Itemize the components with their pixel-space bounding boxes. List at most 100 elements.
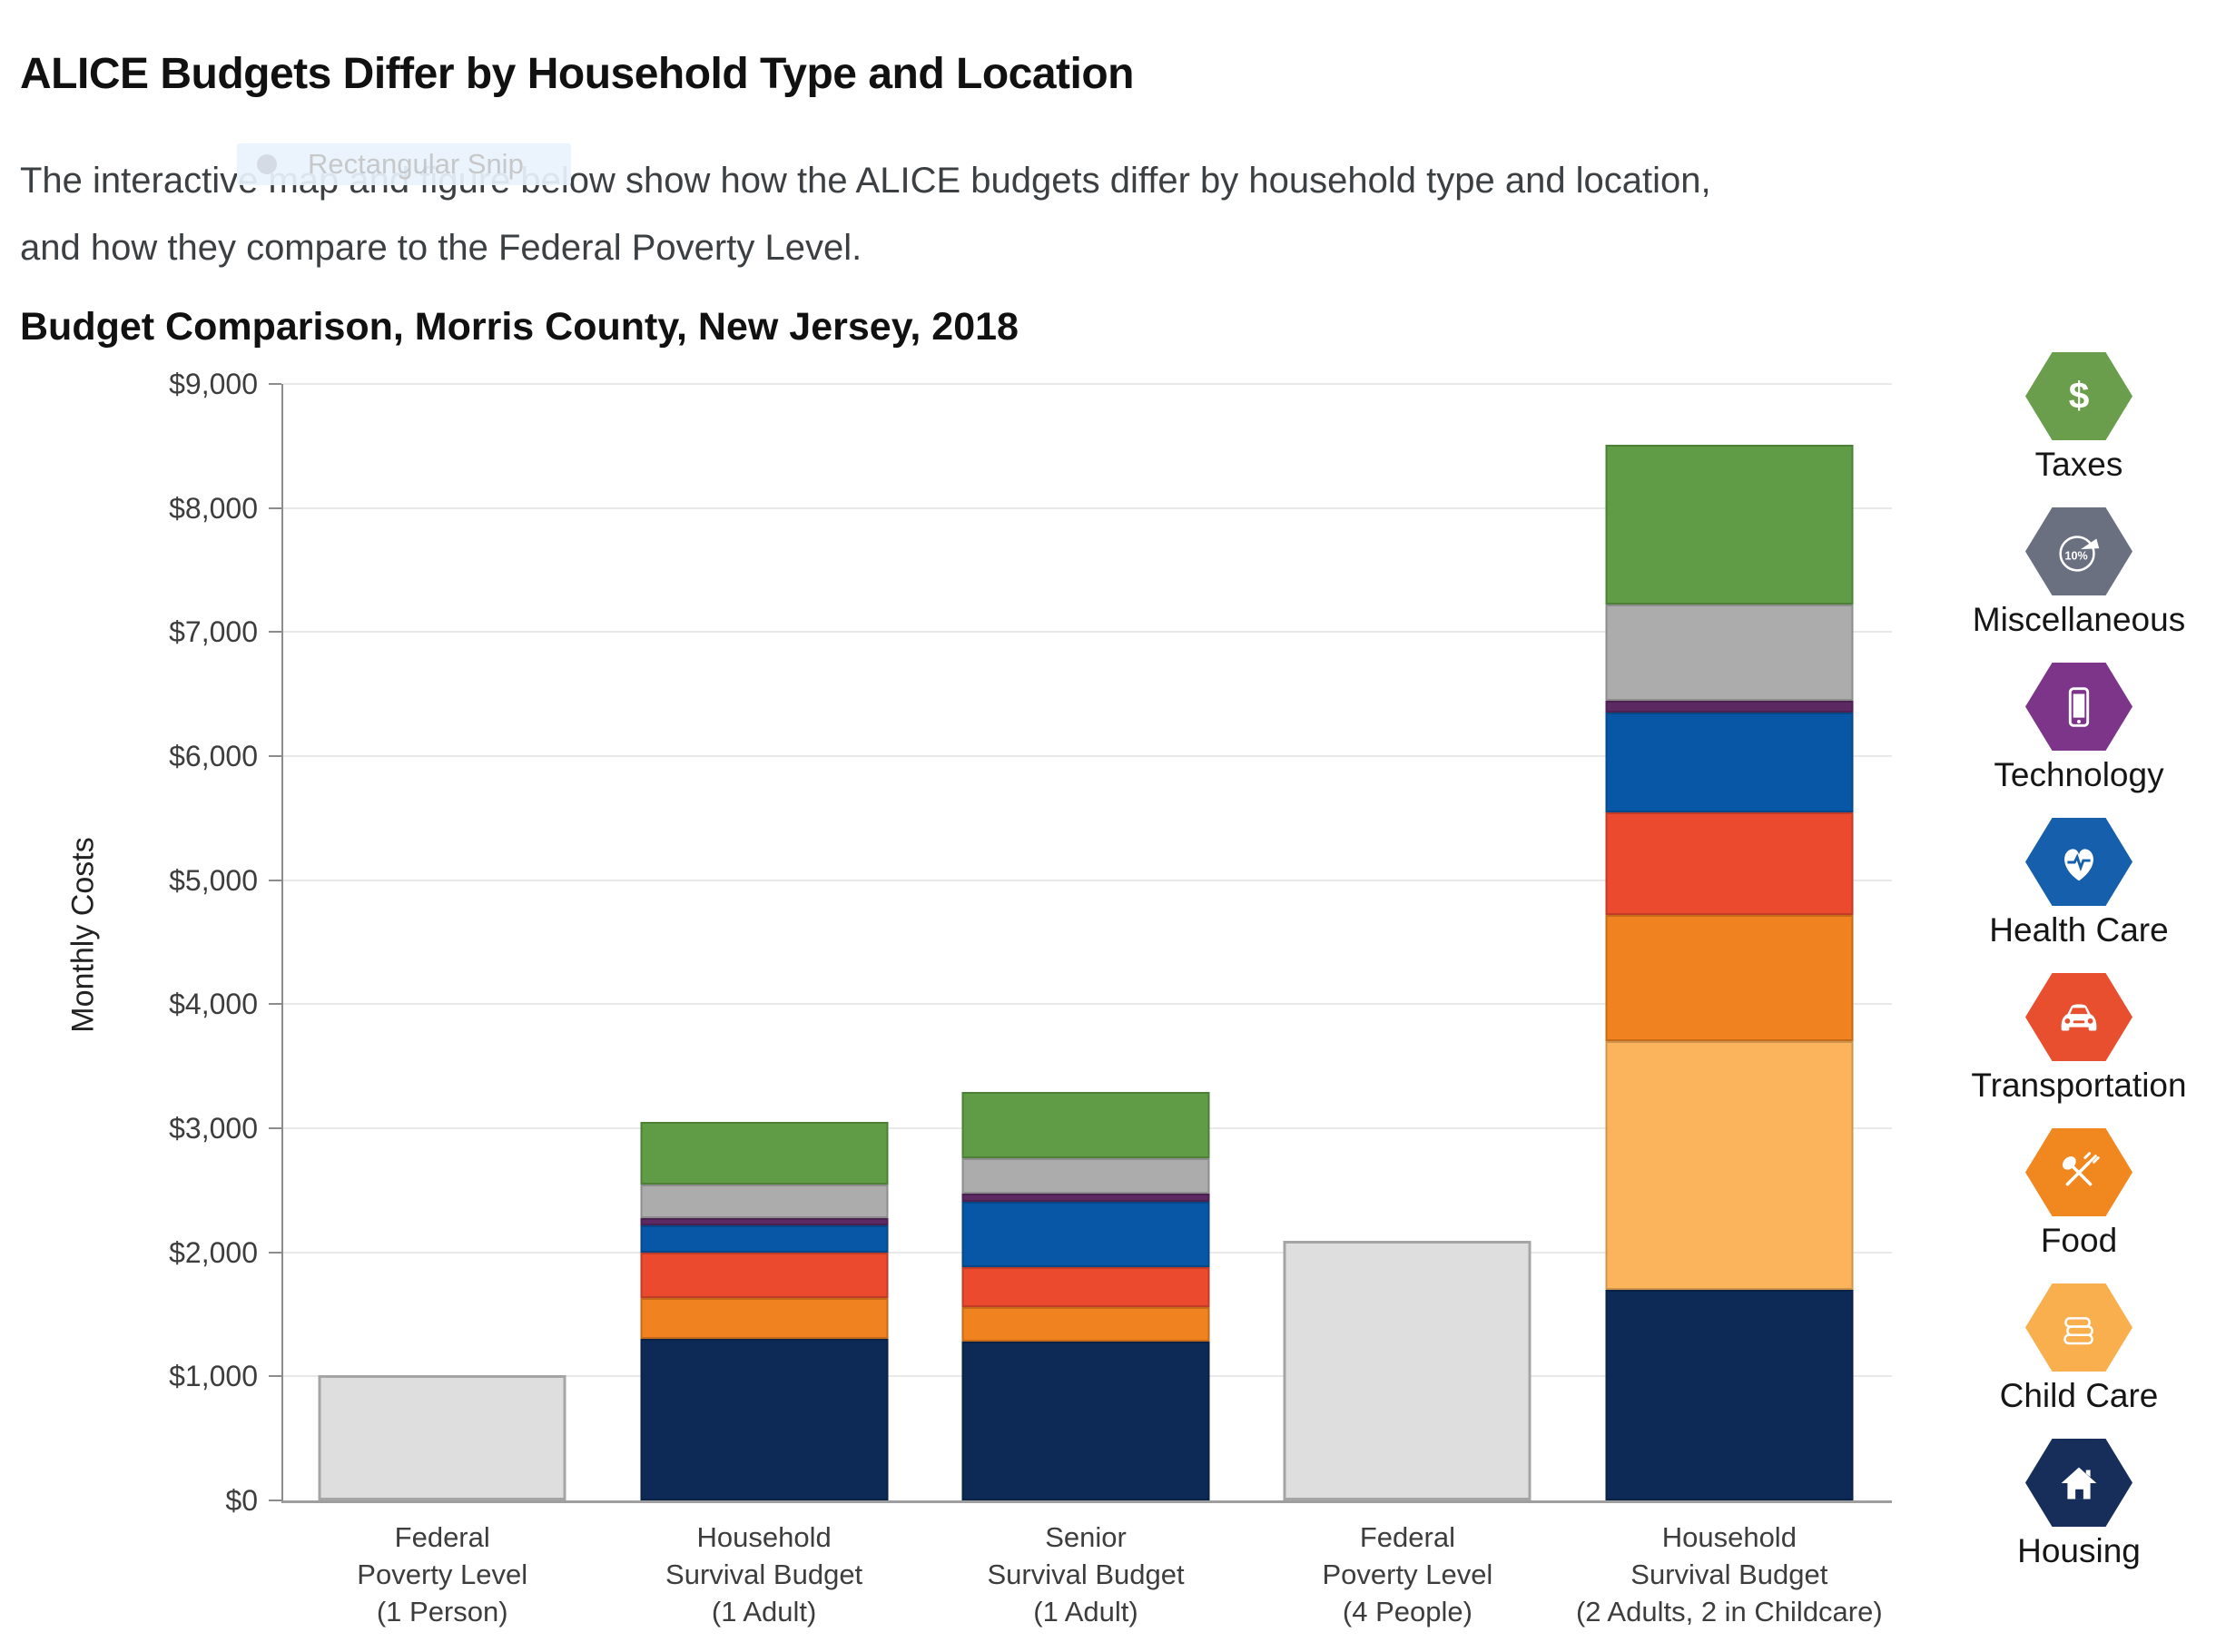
bar-stack[interactable] <box>640 1121 889 1500</box>
legend-label: Miscellaneous <box>1972 601 2186 638</box>
legend-item-taxes[interactable]: $ Taxes <box>2025 352 2132 484</box>
heart-pulse-icon <box>2025 818 2132 906</box>
y-tick-mark <box>269 1500 281 1501</box>
svg-text:10%: 10% <box>2064 549 2087 562</box>
segment-transportation[interactable] <box>1605 811 1854 915</box>
bar-stack[interactable] <box>1283 1241 1532 1500</box>
house-icon <box>2024 1439 2132 1527</box>
legend-item-miscellaneous[interactable]: 10% Miscellaneous <box>1973 507 2185 639</box>
legend-item-health-care[interactable]: Health Care <box>1989 818 2169 949</box>
segment-miscellaneous[interactable] <box>1605 605 1854 701</box>
segment-technology[interactable] <box>1605 700 1854 713</box>
segment-housing[interactable] <box>961 1342 1210 1500</box>
y-tick-mark <box>269 1127 281 1129</box>
chart-title: Budget Comparison, Morris County, New Je… <box>20 304 1019 349</box>
y-tick-label: $1,000 <box>169 1360 258 1393</box>
segment-fpl[interactable] <box>1283 1241 1532 1500</box>
snip-dot-icon <box>257 154 277 174</box>
segment-transportation[interactable] <box>640 1252 889 1299</box>
y-tick-mark <box>269 755 281 757</box>
taxes-icon: $ <box>2025 352 2132 440</box>
legend-item-transportation[interactable]: Transportation <box>1971 973 2187 1105</box>
legend-label: Child Care <box>1999 1377 2159 1414</box>
segment-housing[interactable] <box>640 1339 889 1500</box>
gridline <box>283 1003 1892 1006</box>
segment-taxes[interactable] <box>640 1121 889 1185</box>
segment-food[interactable] <box>640 1298 889 1340</box>
chart-legend: $ Taxes 10% Miscellaneous Technology <box>1952 352 2206 1594</box>
bar-column: Household Survival Budget (2 Adults, 2 in … <box>1569 384 1890 1627</box>
segment-miscellaneous[interactable] <box>961 1157 1210 1195</box>
segment-childcare[interactable] <box>1605 1041 1854 1290</box>
bar-columns: Federal Poverty Level (1 Person) Household S… <box>281 384 1890 1627</box>
segment-miscellaneous[interactable] <box>640 1185 889 1219</box>
y-tick-label: $5,000 <box>169 863 258 897</box>
segment-healthcare[interactable] <box>1605 713 1854 812</box>
x-axis-label: Household Survival Budget (2 Adults, 2 in … <box>1575 1521 1883 1627</box>
smartphone-icon <box>2025 663 2132 751</box>
y-tick-mark <box>269 879 281 881</box>
bar-column: Federal Poverty Level (1 Person) <box>281 384 603 1627</box>
legend-item-child-care[interactable]: Child Care <box>1999 1283 2159 1415</box>
y-tick-mark <box>269 1375 281 1378</box>
segment-transportation[interactable] <box>961 1267 1210 1307</box>
bar-stack[interactable] <box>961 1092 1210 1500</box>
snip-tooltip-label: Rectangular Snip <box>308 148 524 180</box>
segment-food[interactable] <box>1605 914 1854 1042</box>
legend-label: Technology <box>1994 756 2164 793</box>
legend-item-food[interactable]: Food <box>2025 1128 2132 1260</box>
bar-stack[interactable] <box>318 1374 566 1500</box>
segment-healthcare[interactable] <box>640 1224 889 1253</box>
y-tick-label: $6,000 <box>169 740 258 772</box>
y-axis-tick-labels: $0 $1,000 $2,000 $3,000 $4,000 $5,000 $6,000 $7… <box>0 368 258 1517</box>
page-subtitle: The interactive map and figure below sho… <box>20 147 1711 281</box>
spoon-fork-icon <box>2025 1128 2132 1216</box>
books-stack-icon <box>2024 1283 2132 1372</box>
y-tick-mark <box>269 506 281 509</box>
y-tick-mark <box>269 1003 281 1006</box>
y-tick-label: $0 <box>225 1484 258 1517</box>
legend-label: Housing <box>2017 1532 2141 1569</box>
y-tick-label: $3,000 <box>169 1112 258 1145</box>
segment-healthcare[interactable] <box>961 1201 1210 1268</box>
legend-label: Transportation <box>1971 1067 2187 1104</box>
legend-label: Health Care <box>1989 911 2169 949</box>
gridline <box>283 506 1892 509</box>
y-tick-label: $9,000 <box>169 368 258 400</box>
segment-technology[interactable] <box>640 1218 889 1225</box>
segment-fpl[interactable] <box>318 1374 566 1500</box>
legend-label: Food <box>2040 1222 2118 1259</box>
bar-column: Senior Survival Budget (1 Adult) <box>925 384 1246 1627</box>
legend-item-technology[interactable]: Technology <box>1994 663 2164 794</box>
y-tick-mark <box>269 631 281 634</box>
page-title: ALICE Budgets Differ by Household Type a… <box>20 50 1135 99</box>
y-tick-mark <box>269 383 281 385</box>
y-tick-label: $2,000 <box>169 1235 258 1269</box>
segment-technology[interactable] <box>961 1194 1210 1202</box>
svg-text:$: $ <box>2069 374 2090 416</box>
gridline <box>283 879 1892 881</box>
car-icon <box>2024 973 2132 1061</box>
gridline <box>283 383 1892 385</box>
y-tick-label: $7,000 <box>169 615 258 649</box>
x-axis-label: Federal Poverty Level (4 People) <box>1322 1521 1493 1627</box>
segment-housing[interactable] <box>1605 1289 1854 1500</box>
pie-chart-icon: 10% <box>2024 507 2132 595</box>
segment-food[interactable] <box>961 1306 1210 1342</box>
segment-taxes[interactable] <box>1605 445 1854 605</box>
gridline <box>283 631 1892 634</box>
bar-stack[interactable] <box>1605 445 1854 1500</box>
rectangular-snip-tooltip: Rectangular Snip <box>237 143 571 185</box>
subtitle-line-2: and how they compare to the Federal Pove… <box>20 228 862 268</box>
x-axis-label: Senior Survival Budget (1 Adult) <box>987 1521 1185 1627</box>
x-axis-label: Federal Poverty Level (1 Person) <box>357 1521 528 1627</box>
gridline <box>283 755 1892 757</box>
bar-column: Federal Poverty Level (4 People) <box>1246 384 1568 1627</box>
y-tick-mark <box>269 1251 281 1254</box>
bar-column: Household Survival Budget (1 Adult) <box>603 384 924 1627</box>
segment-taxes[interactable] <box>961 1092 1210 1158</box>
y-tick-label: $4,000 <box>169 988 258 1021</box>
x-axis-label: Household Survival Budget (1 Adult) <box>665 1521 863 1627</box>
legend-item-housing[interactable]: Housing <box>2017 1439 2141 1570</box>
legend-label: Taxes <box>2034 446 2123 483</box>
